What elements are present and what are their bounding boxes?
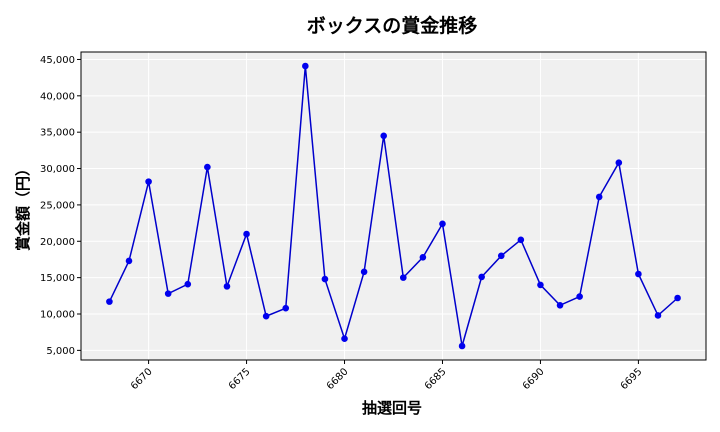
data-point [517,236,525,244]
data-point [595,193,603,201]
data-point [419,253,427,261]
data-point [556,301,564,309]
series-markers [106,62,681,350]
data-point [458,342,466,350]
data-point [282,304,290,312]
data-point [635,270,642,278]
data-point [106,298,113,305]
y-axis-ticks: 5,000 10,000 15,000 20,000 25,000 30,000 35,00… [40,55,81,357]
series-line [108,65,679,347]
data-point [262,312,270,320]
data-point [223,283,231,290]
data-point [439,220,446,228]
data-point [360,268,368,276]
data-point [243,230,250,238]
x-tick-label: 6695 [619,366,645,392]
data-point [204,163,211,171]
x-tick-label: 6680 [325,366,351,392]
data-point [497,252,505,260]
x-tick-label: 6675 [227,366,253,392]
data-point [164,290,172,297]
y-tick-label: 35,000 [40,128,75,139]
y-axis-label: 賞金額（円） [14,161,32,251]
plot-frame [80,51,707,361]
y-tick-label: 40,000 [40,91,75,102]
y-tick-label: 30,000 [40,164,75,175]
data-point [302,62,309,70]
data-point [674,294,681,302]
y-tick-label: 10,000 [40,310,75,321]
x-axis-label: 抽選回号 [362,399,422,417]
y-tick-label: 25,000 [40,200,75,211]
x-tick-label: 6670 [129,366,155,392]
y-tick-label: 5,000 [46,346,75,357]
data-point [399,274,407,281]
y-tick-label: 20,000 [40,237,75,248]
data-point [125,257,133,265]
data-point [184,280,192,288]
data-point [380,132,388,140]
data-point [145,178,152,185]
data-point [321,275,329,283]
data-point [576,293,583,300]
data-point [654,312,662,319]
data-point [341,335,348,343]
y-tick-label: 15,000 [40,273,75,284]
grid-lines [81,52,706,360]
x-tick-label: 6690 [521,366,547,392]
data-point [615,159,623,167]
x-axis-ticks: 6670 6675 6680 6685 6690 6695 [129,360,645,392]
x-tick-label: 6685 [423,366,449,392]
chart-title: ボックスの賞金推移 [307,14,477,37]
data-point [478,273,485,281]
y-tick-label: 45,000 [40,55,75,66]
data-point [537,281,544,289]
